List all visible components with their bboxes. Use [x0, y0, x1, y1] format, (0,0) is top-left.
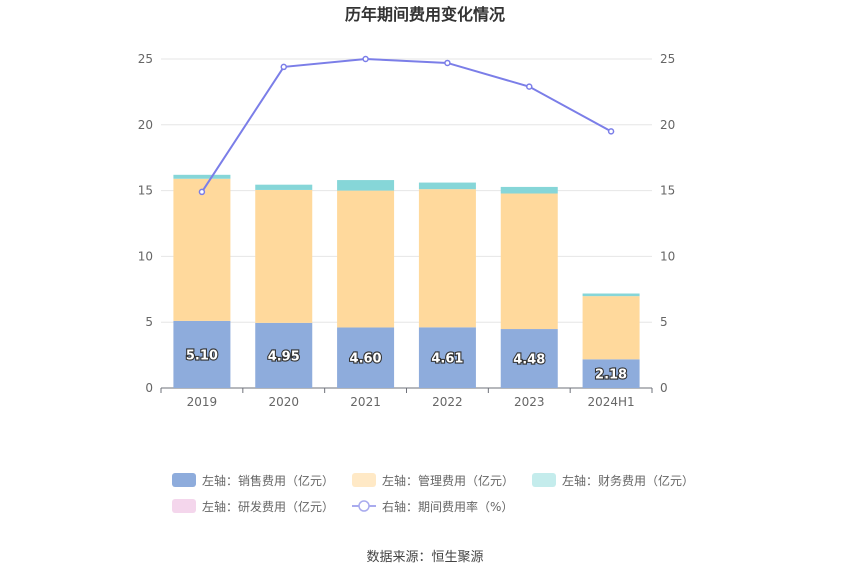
bar-segment [418, 189, 476, 328]
y-left-tick-label: 25 [138, 52, 153, 66]
x-tick-label: 2020 [268, 395, 299, 409]
bar-segment [582, 296, 640, 360]
legend-item-sales[interactable]: 左轴：销售费用（亿元） [172, 472, 334, 489]
bars [173, 174, 640, 388]
legend-swatch-admin [352, 473, 377, 487]
bar-segment [582, 359, 640, 388]
rate-line [198, 55, 615, 196]
bar-segment [337, 190, 395, 328]
bar-segment [337, 180, 395, 191]
legend-item-finance[interactable]: 左轴：财务费用（亿元） [532, 472, 694, 489]
legend-label-admin: 左轴：管理费用（亿元） [382, 473, 515, 488]
legend-label-sales: 左轴：销售费用（亿元） [202, 473, 335, 488]
y-left-tick-label: 20 [138, 118, 153, 132]
data-source: 数据来源：恒生聚源 [366, 550, 484, 565]
data-labels: 5.10 4.95 4.60 4.61 4.48 2.18 [185, 347, 628, 383]
legend-item-admin[interactable]: 左轴：管理费用（亿元） [352, 472, 514, 489]
y-right-tick-label: 0 [660, 381, 668, 395]
legend-swatch-rnd [172, 499, 196, 513]
bar-segment [255, 189, 313, 323]
bar-data-label: 4.61 [431, 352, 463, 367]
bar-segment [173, 174, 231, 179]
bar-segment [418, 182, 476, 190]
legend-line-marker-icon [352, 500, 377, 512]
rate-line-point [280, 63, 287, 71]
rate-line-point [607, 128, 615, 135]
bar-segment [173, 178, 231, 321]
bar-segment [500, 186, 558, 194]
legend-item-rate[interactable]: 右轴：期间费用率（%） [352, 498, 513, 515]
x-tick-label: 2022 [432, 395, 463, 409]
x-tick-label: 2021 [350, 395, 381, 409]
bar-segment [500, 193, 558, 330]
rate-line-point [198, 188, 206, 196]
y-right-tick-label: 15 [660, 184, 675, 198]
y-left-tick-label: 0 [145, 381, 153, 395]
chart-title: 历年期间费用变化情况 [345, 5, 505, 24]
legend-row-2: 左轴：研发费用（亿元） 右轴：期间费用率（%） [172, 498, 692, 514]
grid [161, 58, 652, 323]
bar-segment [418, 327, 476, 388]
rate-line-path [201, 57, 612, 193]
bar-data-label: 2.18 [595, 368, 627, 383]
bar-segment [500, 329, 558, 388]
legend-row-1: 左轴：销售费用（亿元） 左轴：管理费用（亿元） 左轴：财务费用（亿元） [172, 472, 694, 489]
y-right-tick-label: 20 [660, 118, 675, 132]
legend-item-rnd[interactable]: 左轴：研发费用（亿元） [172, 498, 334, 515]
x-tick-label: 2023 [514, 395, 545, 409]
bar-segment [337, 327, 395, 388]
y-right-tick-label: 5 [660, 315, 668, 329]
bar-data-label: 4.95 [268, 349, 300, 364]
legend-label-rate: 右轴：期间费用率（%） [382, 499, 514, 514]
legend-swatch-sales [172, 473, 196, 487]
legend-label-rnd: 左轴：研发费用（亿元） [202, 499, 335, 514]
bar-segment [255, 322, 313, 388]
bar-segment [173, 320, 231, 388]
bar-segment [255, 184, 313, 190]
y-left-tick-label: 10 [138, 249, 153, 263]
bar-data-label: 5.10 [186, 348, 218, 363]
rate-line-point [444, 59, 451, 67]
x-tick-label: 2024H1 [587, 395, 634, 409]
legend: 左轴：销售费用（亿元） 左轴：管理费用（亿元） 左轴：财务费用（亿元） 左轴：研… [172, 472, 694, 524]
y-right-tick-label: 25 [660, 52, 675, 66]
legend-swatch-finance [532, 473, 557, 487]
axes: 0 5 10 15 20 25 0 5 10 15 20 25 2019 2020 2021 2022 2023… [138, 52, 676, 409]
bar-data-label: 4.60 [350, 352, 382, 367]
y-left-tick-label: 15 [138, 184, 153, 198]
legend-label-finance: 左轴：财务费用（亿元） [562, 473, 695, 488]
x-tick-label: 2019 [187, 395, 218, 409]
rate-line-point [526, 83, 533, 90]
bar-data-label: 4.48 [513, 353, 545, 368]
y-right-tick-label: 10 [660, 249, 675, 263]
bar-segment [582, 293, 640, 297]
y-left-tick-label: 5 [145, 315, 153, 329]
rate-line-point [362, 55, 369, 63]
